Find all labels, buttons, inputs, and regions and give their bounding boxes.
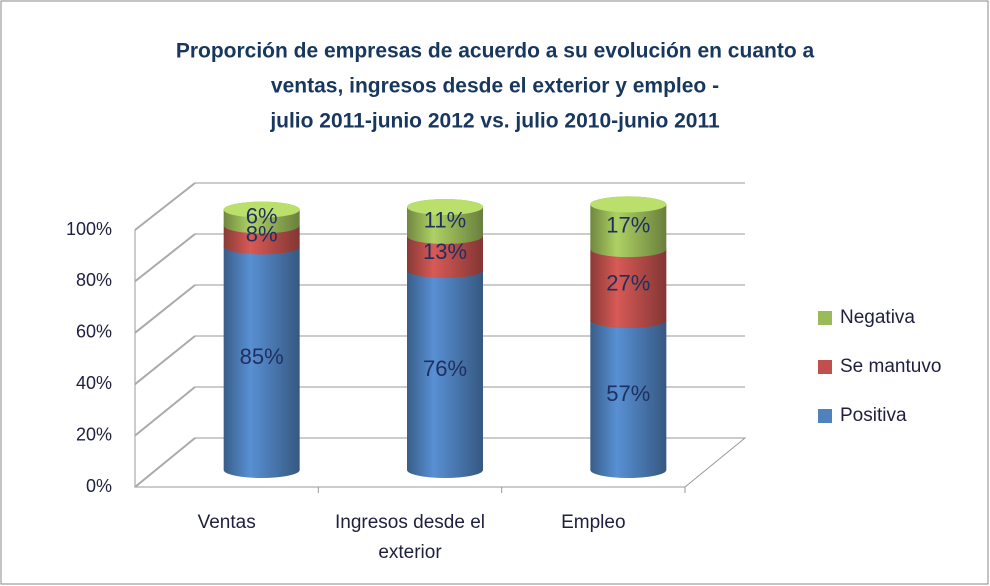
grid-line	[134, 182, 196, 231]
data-label: 8%	[246, 222, 278, 247]
data-label: 6%	[246, 203, 278, 228]
data-label: 13%	[423, 239, 467, 264]
bar-segment	[590, 312, 667, 478]
y-tick-label: 100%	[66, 219, 112, 239]
bar-segment	[407, 262, 483, 478]
legend-swatch	[818, 360, 832, 374]
data-label: 11%	[424, 207, 466, 232]
x-tick-label: Empleo	[561, 512, 626, 533]
legend-label: Positiva	[840, 405, 907, 426]
grid-line	[134, 335, 196, 385]
bar-cap	[223, 201, 300, 218]
x-tick-label: Ingresos desde el exterior	[335, 512, 485, 563]
y-tick-label: 20%	[76, 424, 112, 444]
y-tick-label: 80%	[76, 270, 112, 290]
bar-segment	[590, 196, 667, 258]
legend-label: Se mantuvo	[840, 356, 941, 377]
grid-line	[134, 437, 196, 488]
legend-label: Negativa	[840, 307, 915, 328]
legend-swatch	[818, 409, 832, 423]
data-label: 85%	[240, 344, 284, 369]
bar-segment	[223, 238, 300, 478]
x-tick-label: Ventas	[197, 512, 256, 533]
grid-line	[134, 284, 196, 334]
bar-cap	[407, 199, 483, 215]
grid-line	[134, 386, 196, 437]
chart-title: julio 2011-junio 2012 vs. julio 2010-jun…	[269, 110, 720, 133]
legend-swatch	[818, 311, 832, 325]
y-tick-label: 40%	[76, 373, 112, 393]
data-label: 57%	[606, 381, 650, 406]
bar-segment	[590, 241, 667, 329]
y-tick-label: 0%	[86, 476, 112, 496]
chart-title: ventas, ingresos desde el exterior y emp…	[271, 75, 719, 98]
chart-title: Proporción de empresas de acuerdo a su e…	[176, 40, 815, 63]
grid-line	[134, 233, 196, 283]
data-label: 27%	[606, 270, 650, 295]
y-tick-label: 60%	[76, 322, 112, 342]
data-label: 17%	[606, 213, 650, 238]
data-label: 76%	[423, 356, 467, 381]
bar-cap	[590, 196, 667, 213]
